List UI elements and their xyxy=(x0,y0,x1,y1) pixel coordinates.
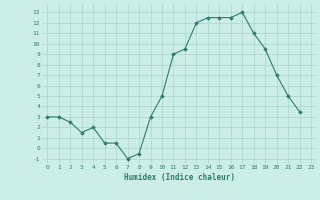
X-axis label: Humidex (Indice chaleur): Humidex (Indice chaleur) xyxy=(124,173,235,182)
